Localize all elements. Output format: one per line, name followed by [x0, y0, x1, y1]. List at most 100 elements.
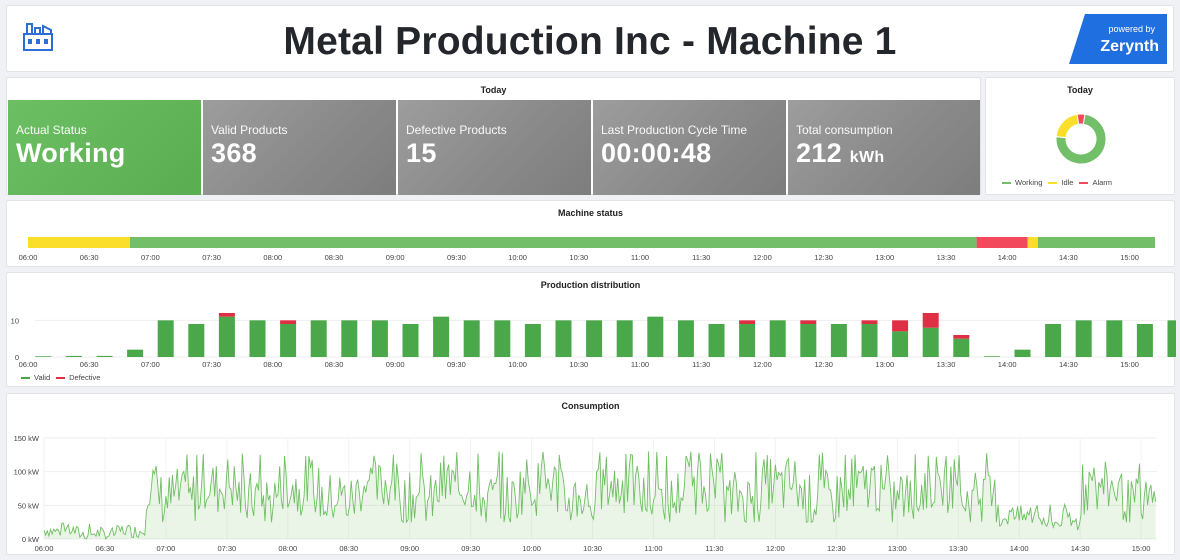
bar-valid	[647, 316, 664, 357]
time-tick-label: 13:00	[875, 253, 894, 262]
bar-valid	[65, 355, 82, 357]
machine-status-chart: 06:00 06:30 07:00 07:30 08:00 08:30 09:00 09:30…	[19, 237, 1155, 262]
bar-defective	[953, 335, 970, 339]
bar-valid	[1014, 349, 1031, 357]
bar-valid	[341, 320, 358, 357]
page-title: Metal Production Inc - Machine 1	[283, 20, 897, 63]
time-tick-label: 09:30	[447, 360, 466, 369]
legend-label: Alarm	[1092, 178, 1113, 187]
bar-valid	[35, 356, 52, 357]
donut-legend: Working Idle Alarm	[1002, 178, 1112, 187]
consumption-line	[43, 451, 1157, 541]
time-tick-label: 15:00	[1132, 544, 1151, 553]
stat-label: Last Production Cycle Time	[601, 123, 748, 137]
time-tick-label: 12:30	[827, 544, 846, 553]
bar-valid	[249, 320, 266, 357]
status-segment-alarm	[976, 237, 1028, 248]
time-tick-label: 12:00	[753, 360, 772, 369]
time-tick-label: 06:00	[19, 253, 38, 262]
panel-title: Today	[480, 85, 507, 95]
bar-valid	[433, 316, 450, 357]
legend-item-defective[interactable]: Defective	[56, 373, 100, 382]
status-segment-working	[1037, 237, 1155, 248]
stat-actual-status: Actual Status Working	[8, 100, 201, 195]
badge-brand: Zerynth	[1100, 38, 1159, 55]
legend-swatch	[56, 376, 66, 379]
stat-value: 212 kWh	[796, 138, 972, 169]
legend-label: Working	[1015, 178, 1043, 187]
legend-item-valid[interactable]: Valid	[21, 373, 50, 382]
legend-swatch	[1048, 181, 1058, 184]
header-panel: Metal Production Inc - Machine 1 powered…	[6, 5, 1174, 72]
time-tick-label: 11:30	[692, 253, 710, 262]
consumption-panel: Consumption 0 kW 50 kW 100 kW 150 kW 06:00 06…	[6, 393, 1175, 555]
bar-valid	[1136, 324, 1153, 357]
bar-defective	[922, 313, 939, 328]
time-tick-label: 08:30	[325, 360, 344, 369]
bar-defective	[861, 320, 878, 324]
status-segment-idle	[28, 237, 130, 248]
stat-value: 00:00:48	[601, 138, 712, 168]
time-tick-label: 14:30	[1071, 544, 1090, 553]
bar-valid	[861, 324, 878, 357]
time-tick-label: 12:30	[814, 253, 833, 262]
stat-valid-products: Valid Products 368	[203, 100, 396, 195]
legend-label: Idle	[1061, 178, 1074, 187]
time-tick-label: 10:00	[508, 253, 527, 262]
stat-label: Valid Products	[211, 123, 288, 137]
time-tick-label: 12:30	[814, 360, 833, 369]
bar-valid	[96, 355, 113, 357]
bar-valid	[188, 324, 205, 357]
y-tick-label: 150 kW	[14, 434, 40, 443]
time-tick-label: 09:30	[461, 544, 480, 553]
time-tick-label: 06:30	[80, 360, 99, 369]
y-tick-label: 50 kW	[18, 501, 40, 510]
bar-valid	[402, 324, 419, 357]
donut-slice-working	[1055, 113, 1107, 165]
stat-value: Working	[16, 138, 126, 168]
bar-valid	[769, 320, 786, 357]
bar-valid	[524, 324, 541, 357]
time-tick-label: 10:30	[569, 253, 588, 262]
legend-item-alarm[interactable]: Alarm	[1079, 178, 1112, 187]
bar-valid	[157, 320, 174, 357]
production-panel: Production distribution 10 0 06:00 06:30 07:…	[6, 272, 1180, 387]
legend-item-idle[interactable]: Idle	[1048, 178, 1073, 187]
bar-defective	[892, 320, 909, 332]
time-tick-label: 12:00	[753, 253, 772, 262]
time-tick-label: 11:00	[631, 360, 649, 369]
time-tick-label: 10:30	[583, 544, 602, 553]
time-tick-label: 09:00	[400, 544, 419, 553]
y-tick-label: 0	[15, 353, 19, 362]
bar-valid	[555, 320, 572, 357]
time-tick-label: 14:00	[1010, 544, 1029, 553]
time-tick-label: 08:00	[263, 253, 282, 262]
donut-slice-alarm	[1076, 113, 1086, 125]
bar-valid	[280, 324, 297, 357]
y-tick-label: 0 kW	[22, 535, 40, 544]
stat-value: 15	[406, 138, 437, 168]
time-tick-label: 07:30	[202, 360, 221, 369]
time-tick-label: 08:00	[278, 544, 297, 553]
production-legend: Valid Defective	[21, 373, 100, 382]
donut-chart	[1055, 113, 1107, 165]
time-tick-label: 06:30	[96, 544, 115, 553]
bar-valid	[983, 356, 1000, 357]
time-tick-label: 14:00	[998, 360, 1017, 369]
factory-logo-icon	[21, 20, 55, 54]
bar-valid	[922, 327, 939, 357]
time-tick-label: 15:00	[1120, 360, 1139, 369]
legend-item-working[interactable]: Working	[1002, 178, 1042, 187]
time-tick-label: 14:30	[1059, 253, 1078, 262]
status-segment-idle	[1027, 237, 1038, 248]
time-tick-label: 07:30	[217, 544, 236, 553]
bar-valid	[463, 320, 480, 357]
time-tick-label: 11:00	[644, 544, 662, 553]
legend-swatch	[1079, 181, 1089, 184]
time-tick-label: 11:00	[631, 253, 649, 262]
time-tick-label: 06:30	[80, 253, 99, 262]
zerynth-badge[interactable]: powered by Zerynth	[1069, 14, 1167, 64]
time-tick-label: 06:00	[35, 544, 54, 553]
time-axis: 06:00 06:30 07:00 07:30 08:00 08:30 09:00 09:30…	[19, 253, 1139, 262]
production-chart: 10 006:00 06:30 07:00 07:30 08:00 08:30 09:00 09…	[11, 313, 1180, 369]
